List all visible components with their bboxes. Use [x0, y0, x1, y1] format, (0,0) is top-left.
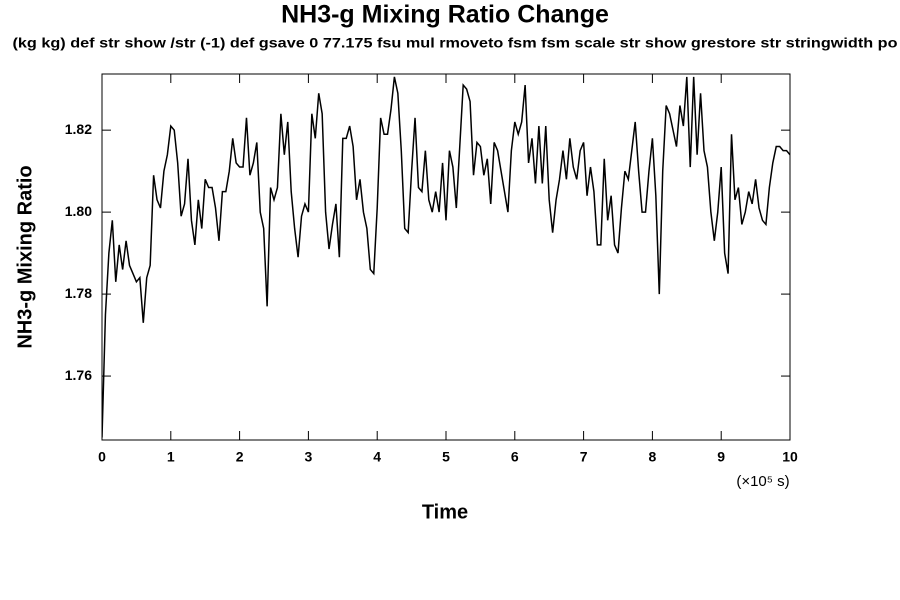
x-tick-label: 2 — [236, 449, 244, 465]
data-line — [102, 76, 790, 438]
chart-title: NH3-g Mixing Ratio Change — [281, 1, 609, 29]
y-tick-label: 1.78 — [65, 285, 92, 301]
x-unit-label: (×10⁵ s) — [736, 473, 789, 490]
x-tick-label: 6 — [511, 449, 519, 465]
x-tick-label: 8 — [649, 449, 657, 465]
x-axis-label: Time — [422, 501, 468, 523]
x-tick-label: 9 — [717, 449, 725, 465]
y-tick-label: 1.82 — [65, 121, 92, 137]
x-tick-label: 10 — [782, 449, 798, 465]
x-tick-label: 4 — [373, 449, 381, 465]
y-axis-label: NH3-g Mixing Ratio — [14, 165, 36, 348]
x-tick-label: 1 — [167, 449, 175, 465]
y-tick-label: 1.80 — [65, 203, 92, 219]
x-tick-label: 3 — [305, 449, 313, 465]
x-tick-label: 5 — [442, 449, 450, 465]
chart-subtitle: (kg kg) def str show /str (-1) def gsave… — [13, 35, 898, 51]
y-tick-label: 1.76 — [65, 367, 92, 383]
x-tick-label: 7 — [580, 449, 588, 465]
plot-frame — [101, 73, 791, 441]
x-tick-label: 0 — [98, 449, 106, 465]
